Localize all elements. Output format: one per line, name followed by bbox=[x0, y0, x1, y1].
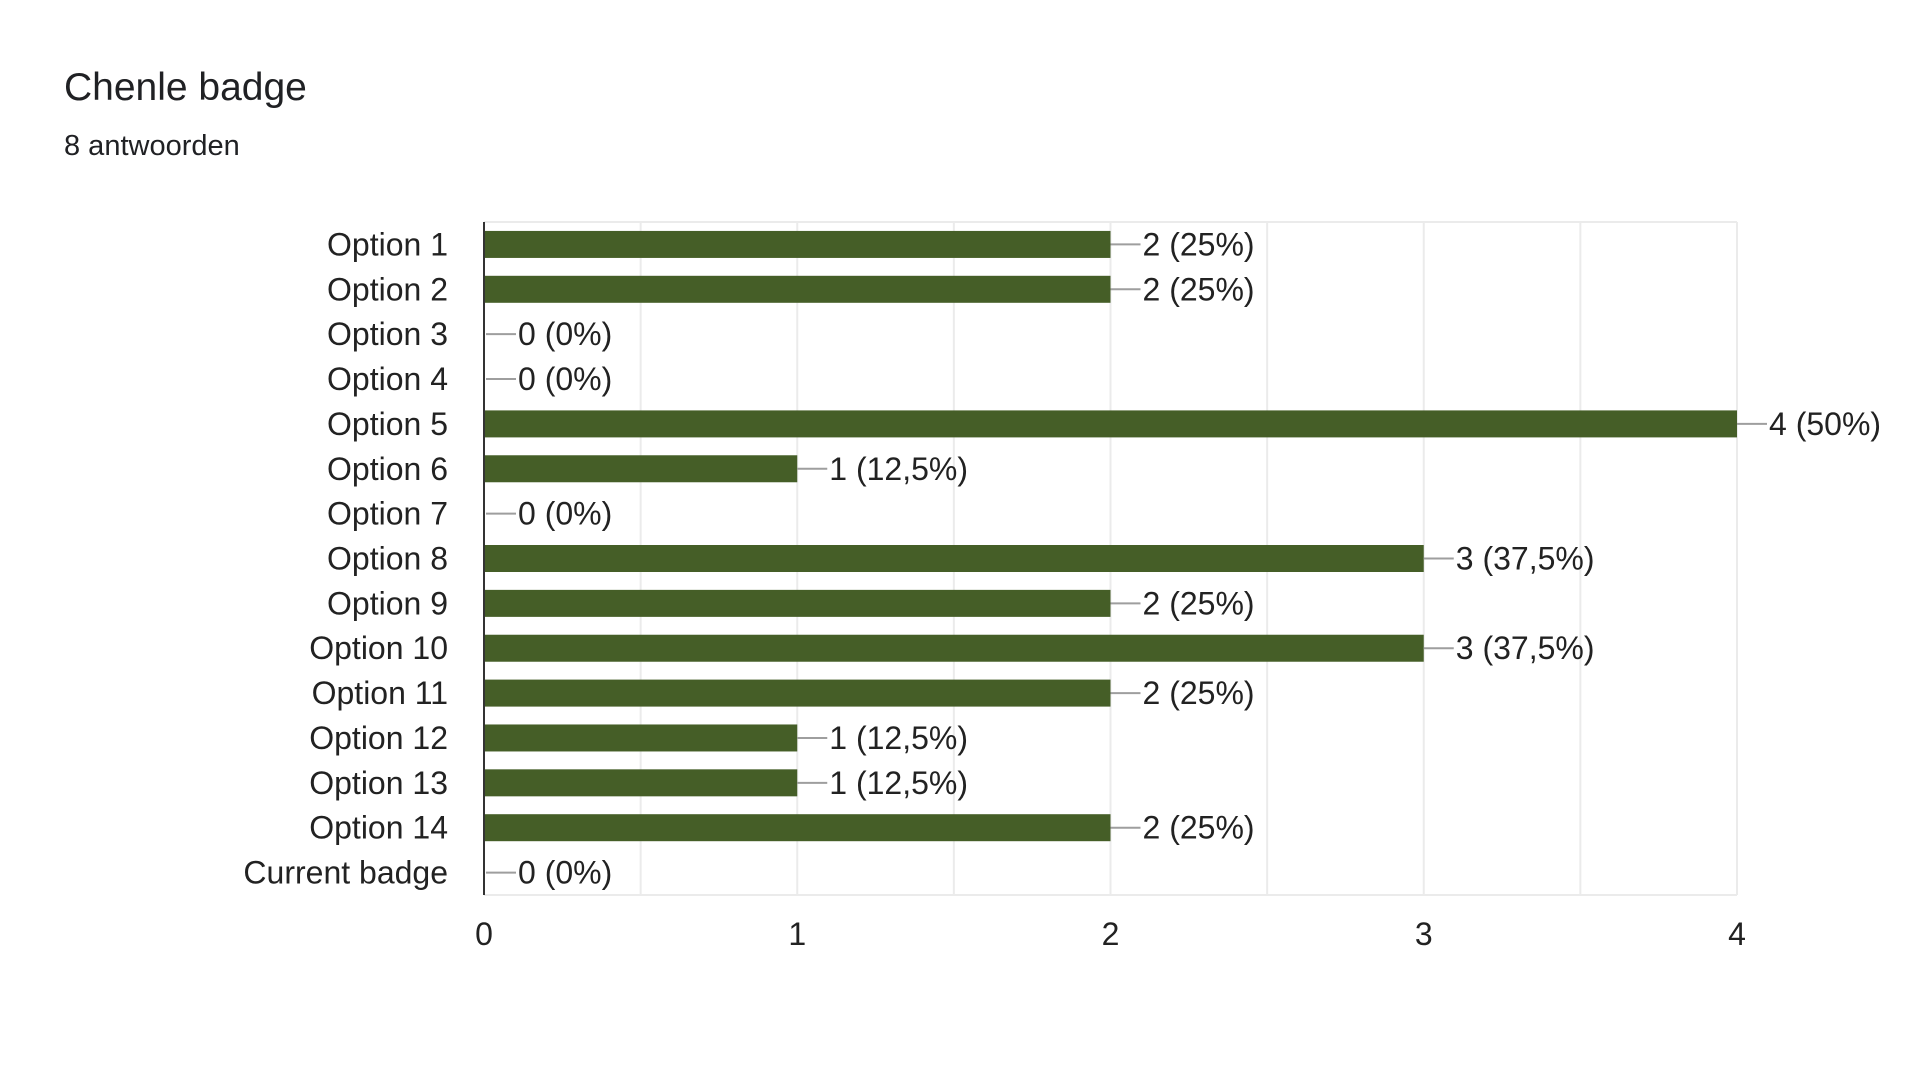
bar bbox=[484, 545, 1424, 572]
category-label: Option 9 bbox=[327, 585, 448, 621]
data-label: 0 (0%) bbox=[518, 316, 612, 352]
response-count: 8 antwoorden bbox=[64, 130, 240, 162]
category-label: Option 10 bbox=[309, 630, 448, 666]
data-label: 0 (0%) bbox=[518, 361, 612, 397]
data-label: 2 (25%) bbox=[1143, 810, 1255, 846]
bar bbox=[484, 275, 1111, 303]
x-tick-label: 2 bbox=[1102, 916, 1120, 952]
x-tick-label: 4 bbox=[1728, 916, 1746, 952]
question-title: Chenle badge bbox=[64, 66, 307, 109]
category-label: Option 5 bbox=[327, 406, 448, 442]
bar bbox=[484, 634, 1424, 662]
x-tick-label: 1 bbox=[788, 916, 806, 952]
data-label: 1 (12,5%) bbox=[829, 765, 968, 801]
x-tick-label: 0 bbox=[475, 916, 493, 952]
category-label: Option 1 bbox=[327, 226, 448, 262]
x-tick-label: 3 bbox=[1415, 916, 1433, 952]
category-label: Option 8 bbox=[327, 541, 448, 577]
category-label: Option 12 bbox=[309, 720, 448, 756]
data-label: 2 (25%) bbox=[1143, 585, 1255, 621]
bar bbox=[484, 814, 1111, 842]
category-label: Option 2 bbox=[327, 271, 448, 307]
category-label: Option 14 bbox=[309, 810, 448, 846]
bar bbox=[484, 724, 798, 752]
data-label: 0 (0%) bbox=[518, 496, 612, 532]
data-label: 1 (12,5%) bbox=[829, 451, 968, 487]
data-label: 0 (0%) bbox=[518, 855, 612, 891]
data-label: 4 (50%) bbox=[1769, 406, 1881, 442]
bar bbox=[484, 455, 798, 483]
category-label: Option 7 bbox=[327, 496, 448, 532]
bar bbox=[484, 769, 798, 797]
bar bbox=[484, 230, 1111, 258]
category-label: Option 3 bbox=[327, 316, 448, 352]
category-label: Option 6 bbox=[327, 451, 448, 487]
bar bbox=[484, 679, 1111, 707]
category-label: Current badge bbox=[243, 855, 448, 891]
bar bbox=[484, 589, 1111, 617]
data-label: 3 (37,5%) bbox=[1456, 541, 1595, 577]
data-label: 1 (12,5%) bbox=[829, 720, 968, 756]
data-label: 2 (25%) bbox=[1143, 271, 1255, 307]
data-label: 2 (25%) bbox=[1143, 675, 1255, 711]
data-label: 3 (37,5%) bbox=[1456, 630, 1595, 666]
category-label: Option 11 bbox=[312, 675, 448, 711]
category-label: Option 13 bbox=[309, 765, 448, 801]
data-label: 2 (25%) bbox=[1143, 226, 1255, 262]
category-label: Option 4 bbox=[327, 361, 448, 397]
bar bbox=[484, 410, 1737, 438]
